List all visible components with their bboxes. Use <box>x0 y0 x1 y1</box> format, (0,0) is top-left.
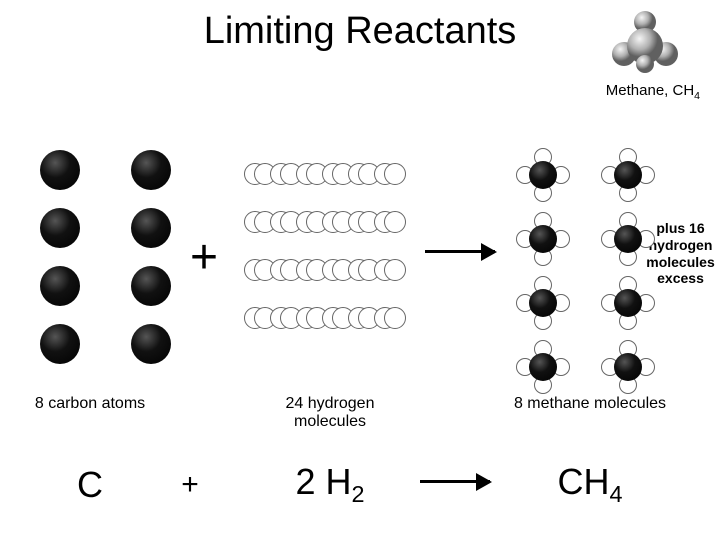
chemical-equation: C + 2 H2 CH4 <box>0 455 720 515</box>
methane-count-label: 8 methane molecules <box>510 395 670 413</box>
excess-note: plus 16hydrogenmoleculesexcess <box>643 220 718 287</box>
reaction-arrow <box>425 250 495 253</box>
quantity-labels: 8 carbon atoms 24 hydrogen molecules 8 m… <box>0 395 720 435</box>
carbon-atom <box>131 266 171 306</box>
h2-molecule <box>374 208 404 236</box>
eq-methane: CH4 <box>510 461 670 508</box>
h2-molecule <box>374 160 404 188</box>
carbon-atom <box>40 266 80 306</box>
ch4-molecule <box>603 342 653 392</box>
ch4-molecule <box>518 150 568 200</box>
eq-plus: + <box>170 468 210 502</box>
carbon-atom <box>40 150 80 190</box>
ch4-molecule <box>518 278 568 328</box>
carbon-atom <box>131 324 171 364</box>
eq-hydrogen: 2 H2 <box>260 461 400 508</box>
methane-caption: Methane, CH4 <box>606 82 700 102</box>
methane-subscript: 4 <box>694 90 700 102</box>
eq-ch4-text: CH <box>557 461 609 502</box>
eq-ch4-sub: 4 <box>609 482 622 508</box>
plus-symbol: + <box>190 230 218 285</box>
reaction-diagram: + plus 16hydrogenmoleculesexcess <box>0 150 720 380</box>
methane-text: Methane, CH <box>606 82 694 99</box>
ch4-molecule <box>518 342 568 392</box>
ch4-molecule <box>603 150 653 200</box>
carbon-atom <box>40 324 80 364</box>
eq-carbon: C <box>50 464 130 506</box>
carbon-atom <box>131 150 171 190</box>
carbon-count-label: 8 carbon atoms <box>30 395 150 413</box>
h2-molecule <box>374 304 404 332</box>
carbon-atom <box>131 208 171 248</box>
carbon-atoms-grid <box>30 150 180 364</box>
ch4-molecule <box>518 214 568 264</box>
hydrogen-molecules-grid <box>248 160 404 332</box>
h2-molecule <box>374 256 404 284</box>
eq-h2-text: 2 H <box>295 461 351 502</box>
carbon-atom <box>40 208 80 248</box>
hydrogen-count-label: 24 hydrogen molecules <box>250 395 410 430</box>
eq-arrow <box>420 480 490 483</box>
eq-h2-sub: 2 <box>352 482 365 508</box>
methane-3d-icon <box>610 10 680 80</box>
methane-products-grid <box>510 150 660 392</box>
